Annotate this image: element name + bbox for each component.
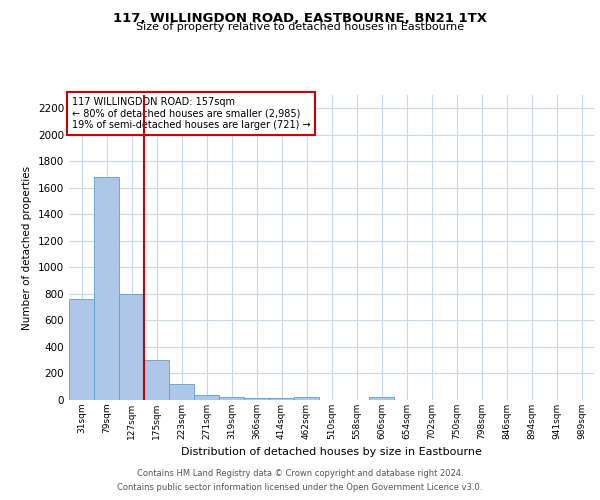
Text: 117, WILLINGDON ROAD, EASTBOURNE, BN21 1TX: 117, WILLINGDON ROAD, EASTBOURNE, BN21 1… [113, 12, 487, 26]
Text: Size of property relative to detached houses in Eastbourne: Size of property relative to detached ho… [136, 22, 464, 32]
Bar [219, 397, 244, 400]
Text: 117 WILLINGDON ROAD: 157sqm
← 80% of detached houses are smaller (2,985)
19% of : 117 WILLINGDON ROAD: 157sqm ← 80% of det… [71, 96, 310, 130]
Bar [194, 396, 219, 400]
Bar [169, 384, 194, 400]
Y-axis label: Number of detached properties: Number of detached properties [22, 166, 32, 330]
X-axis label: Distribution of detached houses by size in Eastbourne: Distribution of detached houses by size … [181, 448, 482, 458]
Bar [144, 360, 169, 400]
Text: Contains HM Land Registry data © Crown copyright and database right 2024.: Contains HM Land Registry data © Crown c… [137, 468, 463, 477]
Bar [119, 294, 144, 400]
Text: Contains public sector information licensed under the Open Government Licence v3: Contains public sector information licen… [118, 484, 482, 492]
Bar [94, 177, 119, 400]
Bar [294, 398, 319, 400]
Bar [69, 299, 94, 400]
Bar [269, 398, 294, 400]
Bar [369, 397, 394, 400]
Bar [244, 398, 269, 400]
